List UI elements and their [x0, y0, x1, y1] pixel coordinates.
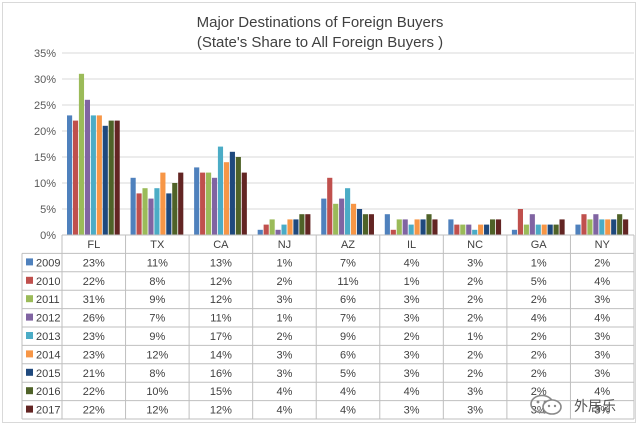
watermark-text: 外居乐: [574, 399, 616, 415]
watermark: 外居乐: [526, 392, 626, 418]
chart-frame: [2, 2, 636, 423]
wechat-icon: [530, 394, 562, 415]
chart-title: Major Destinations of Foreign Buyers: [196, 14, 444, 31]
chart-subtitle: (State's Share to All Foreign Buyers ): [196, 34, 444, 51]
